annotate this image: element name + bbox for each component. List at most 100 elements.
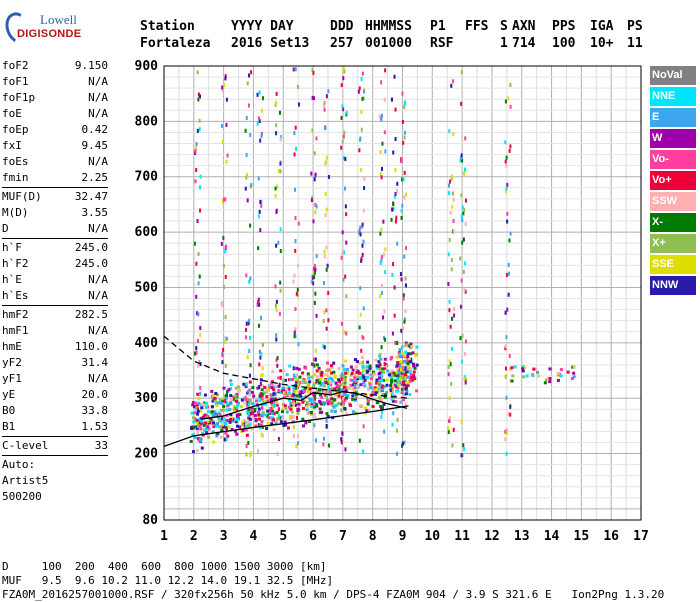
echo-point: [272, 418, 276, 422]
echo-streak-point: [196, 128, 199, 133]
echo-streak-point: [196, 70, 199, 75]
param-name: hmF1: [2, 324, 29, 337]
echo-streak-point: [395, 370, 398, 375]
echo-streak-point: [452, 197, 455, 202]
echo-streak-point: [274, 193, 277, 198]
echo-streak-point: [260, 200, 263, 205]
echo-streak-point: [221, 302, 224, 307]
echo-point: [244, 395, 248, 399]
echo-point: [364, 393, 368, 397]
echo-point: [283, 420, 287, 424]
echo-streak-point: [197, 312, 200, 317]
echo-streak-point: [325, 245, 328, 250]
echo-streak-point: [505, 335, 508, 340]
echo-streak-point: [247, 402, 250, 407]
echo-point: [269, 381, 273, 385]
echo-point: [295, 366, 299, 370]
echo-point: [397, 378, 401, 382]
echo-point: [389, 375, 393, 379]
echo-point: [265, 414, 269, 418]
echo-point: [402, 387, 406, 391]
echo-streak-point: [279, 227, 282, 232]
echo-streak-point: [462, 171, 465, 176]
echo-streak-point: [324, 212, 327, 217]
echo-streak-point: [403, 130, 406, 135]
echo-point: [315, 380, 319, 384]
echo-point: [340, 402, 344, 406]
echo-streak-point: [463, 288, 466, 293]
echo-streak-point: [275, 208, 278, 213]
echo-point: [407, 375, 411, 379]
x-tick-label: 15: [574, 529, 590, 544]
echo-point: [350, 386, 354, 390]
echo-streak-point: [360, 256, 363, 261]
echo-streak-point: [279, 288, 282, 293]
x-tick-label: 9: [399, 529, 407, 544]
param-name: h`E: [2, 273, 22, 286]
echo-streak-point: [275, 299, 278, 304]
echo-streak-point: [327, 291, 330, 296]
echo-point: [195, 407, 199, 411]
x-tick-label: 7: [339, 529, 347, 544]
param-separator: [2, 455, 108, 456]
echo-point: [234, 386, 238, 390]
echo-point: [227, 388, 231, 392]
echo-streak-point: [294, 216, 297, 221]
echo-streak-point: [396, 181, 399, 186]
echo-streak-point: [464, 222, 467, 227]
echo-streak-point: [342, 155, 345, 160]
echo-point: [396, 386, 400, 390]
echo-point: [400, 363, 404, 367]
echo-point: [260, 397, 264, 401]
echo-streak-point: [297, 263, 300, 268]
echo-streak-point: [361, 71, 364, 76]
echo-streak-point: [323, 100, 326, 105]
echo-point: [259, 426, 263, 430]
echo-streak-point: [404, 402, 407, 407]
echo-point: [336, 384, 340, 388]
echo-point: [371, 405, 375, 409]
echo-streak-point: [224, 74, 227, 79]
echo-streak-point: [296, 287, 299, 292]
echo-streak-point: [396, 340, 399, 345]
echo-point: [360, 377, 364, 381]
echo-streak-point: [345, 331, 348, 336]
param-value: N/A: [88, 222, 108, 235]
echo-streak-point: [379, 352, 382, 357]
echo-point: [270, 422, 274, 426]
echo-point: [263, 391, 267, 395]
echo-point: [240, 405, 244, 409]
param-row-yF2: yF2 31.4: [2, 355, 108, 371]
echo-point: [390, 378, 394, 382]
echo-point: [308, 410, 312, 414]
echo-point: [247, 389, 251, 393]
echo-point: [235, 406, 239, 410]
echo-point: [353, 372, 357, 376]
echo-point: [380, 385, 384, 389]
echo-streak-point: [448, 416, 451, 421]
echo-streak-point: [294, 396, 297, 401]
echo-streak-point: [448, 359, 451, 364]
echo-point: [400, 391, 404, 395]
echo-streak-point: [459, 336, 462, 341]
echo-streak-point: [199, 208, 202, 213]
echo-point: [397, 355, 401, 359]
echo-streak-point: [293, 273, 296, 278]
echo-point: [375, 401, 379, 405]
echo-streak-point: [256, 449, 259, 454]
echo-point: [383, 357, 387, 361]
echo-point: [203, 413, 207, 417]
echo-point: [218, 412, 222, 416]
echo-point: [320, 371, 324, 375]
echo-point: [271, 409, 275, 413]
echo-streak-point: [275, 100, 278, 105]
echo-point: [207, 419, 211, 423]
param-value: 9.150: [74, 59, 108, 72]
header-value-4: RSF: [430, 36, 454, 51]
echo-streak-point: [249, 223, 252, 228]
echo-point: [406, 362, 410, 366]
echo-point: [381, 378, 385, 382]
echo-streak-point: [315, 204, 318, 209]
echo-point: [257, 413, 261, 417]
echo-streak-point: [325, 160, 328, 165]
